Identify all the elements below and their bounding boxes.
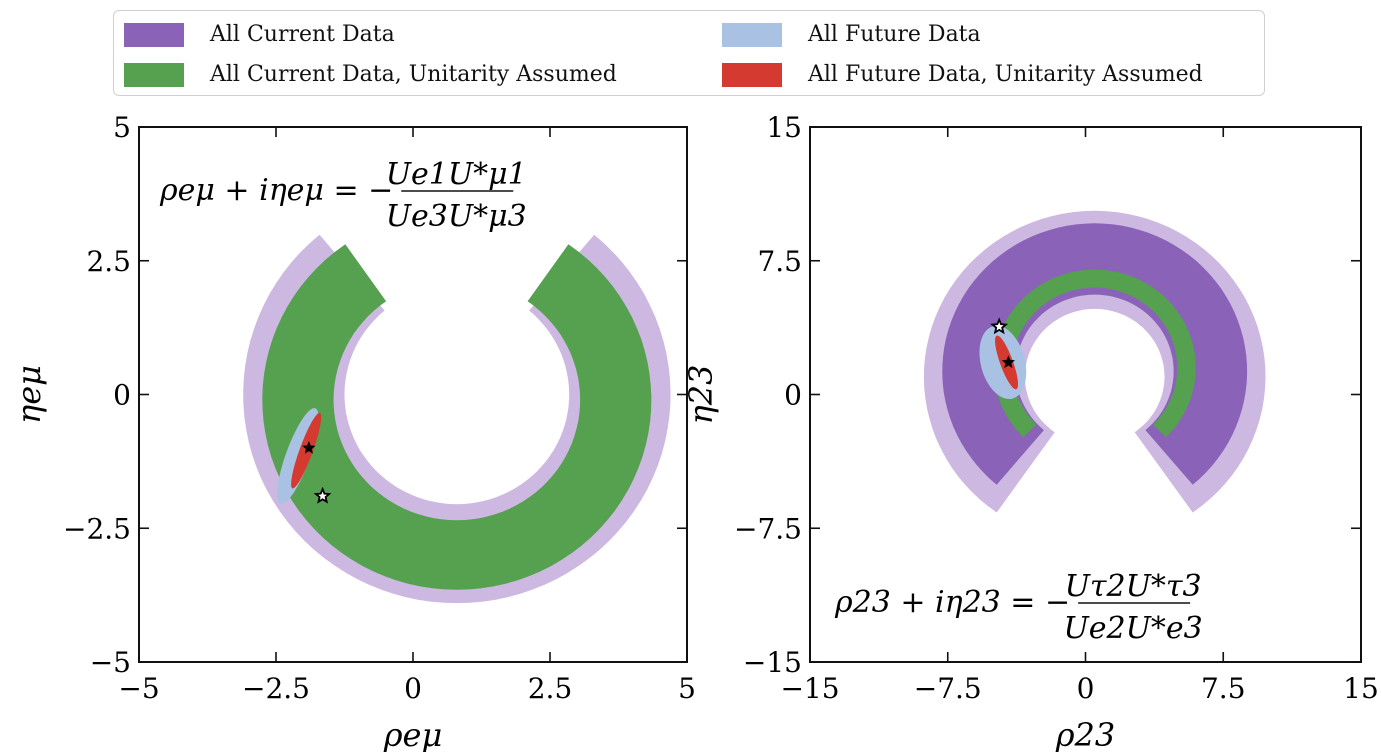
equation-numerator: Uτ2U*τ3	[1065, 569, 1202, 604]
y-tick-label: 5	[113, 111, 131, 144]
legend-label: All Future Data	[808, 22, 981, 47]
legend-swatch-current	[124, 22, 184, 47]
x-tick-label: 7.5	[1201, 672, 1246, 705]
y-tick-label: 15	[766, 111, 802, 144]
legend-label: All Current Data, Unitarity Assumed	[210, 62, 617, 87]
legend-item-future-unitarity: All Future Data, Unitarity Assumed	[722, 62, 1203, 87]
legend-label: All Future Data, Unitarity Assumed	[808, 62, 1203, 87]
x-tick-label: −5	[118, 672, 159, 705]
legend: All Current Data All Current Data, Unita…	[113, 10, 1265, 96]
legend-item-current-unitarity: All Current Data, Unitarity Assumed	[124, 62, 617, 87]
y-tick-label: −15	[743, 646, 802, 679]
equation-annotation: ρeμ + iηeμ = −Ue1U*μ1 Ue3U*μ3	[159, 157, 527, 234]
region-all-current-data-unitarity-assumed	[262, 244, 652, 590]
y-axis-label: η23	[682, 365, 720, 425]
equation-numerator: Ue1U*μ1	[386, 157, 527, 192]
legend-swatch-future	[722, 22, 782, 47]
open-star-marker	[313, 486, 332, 504]
y-tick-label: 7.5	[757, 245, 802, 278]
y-tick-label: −5	[90, 646, 131, 679]
region-all-current-data-unitarity-assumed	[993, 269, 1196, 438]
y-tick-label: 0	[784, 379, 802, 412]
x-tick-label: 0	[404, 672, 422, 705]
filled-star-marker	[302, 441, 316, 454]
x-tick-label: −7.5	[914, 672, 982, 705]
x-axis-label: ρeμ	[383, 716, 443, 752]
x-tick-label: 0	[1077, 672, 1095, 705]
x-tick-label: 5	[678, 672, 696, 705]
y-tick-label: −7.5	[734, 512, 802, 545]
legend-swatch-future-unitarity	[722, 62, 782, 87]
y-tick-label: 2.5	[86, 245, 131, 278]
legend-item-current: All Current Data	[124, 22, 395, 47]
y-tick-label: 0	[113, 379, 131, 412]
legend-item-future: All Future Data	[722, 22, 981, 47]
legend-label: All Current Data	[210, 22, 395, 47]
equation-lhs: ρeμ + iηeμ = −	[159, 173, 393, 208]
filled-star-marker	[1001, 355, 1015, 369]
y-axis-label: ηeμ	[10, 365, 48, 424]
equation-lhs: ρ23 + iη23 = −	[834, 585, 1070, 620]
x-tick-label: −2.5	[242, 672, 310, 705]
panel-1: −5 −2.5 0 2.5 5 5 2.5 0 −2.5 −5 ρeμ ηeμ ρeμ + iηeμ =…	[10, 111, 696, 752]
x-tick-label: −15	[780, 672, 839, 705]
x-axis-label: ρ23	[1055, 716, 1116, 752]
x-tick-label: 2.5	[528, 672, 573, 705]
equation-denominator: Ue2U*e3	[1063, 611, 1202, 646]
equation-denominator: Ue3U*μ3	[386, 199, 527, 234]
panel-2: −15 −7.5 0 7.5 15 15 7.5 0 −7.5 −15 ρ23 η23 ρ23 + iη…	[682, 111, 1379, 752]
open-star-marker	[990, 317, 1009, 335]
equation-annotation: ρ23 + iη23 = −Uτ2U*τ3 Ue2U*e3	[834, 569, 1203, 646]
legend-swatch-current-unitarity	[124, 62, 184, 87]
y-tick-label: −2.5	[63, 512, 131, 545]
x-tick-label: 15	[1343, 672, 1379, 705]
